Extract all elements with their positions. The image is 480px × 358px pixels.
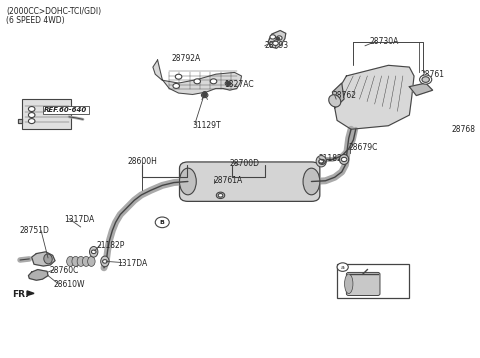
- Circle shape: [216, 192, 225, 199]
- Polygon shape: [335, 65, 414, 129]
- Text: 28700D: 28700D: [230, 159, 260, 168]
- Polygon shape: [27, 291, 34, 295]
- Text: REF.60-640: REF.60-640: [44, 107, 87, 113]
- Polygon shape: [409, 83, 432, 96]
- Circle shape: [202, 93, 208, 98]
- Text: (6 SPEED 4WD): (6 SPEED 4WD): [6, 16, 65, 25]
- Text: 1317DA: 1317DA: [117, 259, 147, 268]
- Circle shape: [210, 79, 217, 84]
- Polygon shape: [32, 252, 55, 266]
- Text: 28600H: 28600H: [127, 158, 157, 166]
- Text: 31129T: 31129T: [192, 121, 221, 130]
- Circle shape: [422, 77, 430, 82]
- Circle shape: [341, 157, 347, 161]
- Text: 28610W: 28610W: [54, 280, 85, 289]
- Circle shape: [91, 250, 96, 253]
- Text: a: a: [341, 265, 345, 270]
- Ellipse shape: [345, 274, 353, 294]
- Circle shape: [276, 37, 280, 40]
- Text: 21182P: 21182P: [96, 241, 124, 250]
- Circle shape: [194, 79, 201, 84]
- FancyBboxPatch shape: [337, 264, 409, 298]
- Polygon shape: [28, 270, 48, 280]
- Polygon shape: [333, 83, 344, 108]
- Circle shape: [28, 107, 35, 111]
- Polygon shape: [153, 60, 241, 95]
- Text: 1317DA: 1317DA: [64, 216, 95, 224]
- Polygon shape: [268, 30, 286, 48]
- Ellipse shape: [72, 256, 79, 266]
- FancyBboxPatch shape: [23, 100, 72, 129]
- Text: FR.: FR.: [12, 290, 28, 299]
- Circle shape: [173, 83, 180, 88]
- Circle shape: [319, 159, 324, 163]
- Ellipse shape: [101, 256, 109, 267]
- Ellipse shape: [44, 254, 52, 264]
- Ellipse shape: [67, 256, 74, 266]
- Text: 28761A: 28761A: [214, 175, 243, 185]
- Circle shape: [155, 217, 169, 228]
- Circle shape: [270, 35, 276, 39]
- FancyBboxPatch shape: [180, 162, 320, 202]
- Text: 28761: 28761: [420, 70, 444, 79]
- Circle shape: [203, 94, 206, 97]
- Text: 28730A: 28730A: [370, 37, 399, 46]
- Text: 28793: 28793: [265, 41, 289, 50]
- Text: (2000CC>DOHC-TCI/GDI): (2000CC>DOHC-TCI/GDI): [6, 7, 101, 16]
- Circle shape: [203, 92, 206, 95]
- Circle shape: [337, 263, 348, 271]
- Circle shape: [273, 41, 278, 45]
- Circle shape: [276, 36, 282, 40]
- Text: 21182P: 21182P: [318, 154, 347, 163]
- Circle shape: [225, 81, 231, 86]
- Circle shape: [28, 118, 35, 124]
- Circle shape: [103, 260, 107, 263]
- Polygon shape: [18, 119, 23, 123]
- FancyBboxPatch shape: [347, 272, 380, 295]
- Text: 28751D: 28751D: [19, 226, 49, 235]
- Ellipse shape: [180, 168, 196, 195]
- Text: 28679C: 28679C: [349, 143, 378, 152]
- Circle shape: [319, 159, 325, 164]
- Ellipse shape: [316, 156, 326, 167]
- Circle shape: [28, 112, 35, 117]
- Text: 1327AC: 1327AC: [224, 80, 254, 90]
- Ellipse shape: [89, 247, 98, 257]
- Circle shape: [420, 75, 432, 84]
- Ellipse shape: [339, 155, 349, 164]
- Circle shape: [227, 82, 230, 85]
- Ellipse shape: [77, 256, 84, 266]
- Ellipse shape: [88, 256, 95, 266]
- Circle shape: [422, 77, 430, 82]
- Circle shape: [227, 82, 229, 84]
- Circle shape: [218, 194, 223, 197]
- Text: B: B: [160, 220, 165, 225]
- Ellipse shape: [303, 168, 320, 195]
- Text: 28768: 28768: [451, 125, 475, 134]
- Circle shape: [175, 74, 182, 79]
- Circle shape: [203, 94, 206, 97]
- Ellipse shape: [329, 95, 341, 107]
- Circle shape: [320, 160, 324, 163]
- Text: 28762: 28762: [333, 91, 357, 100]
- Ellipse shape: [83, 256, 90, 266]
- Text: 28760C: 28760C: [49, 266, 79, 275]
- Text: 28792A: 28792A: [171, 54, 201, 63]
- Text: a  28641A: a 28641A: [358, 279, 397, 288]
